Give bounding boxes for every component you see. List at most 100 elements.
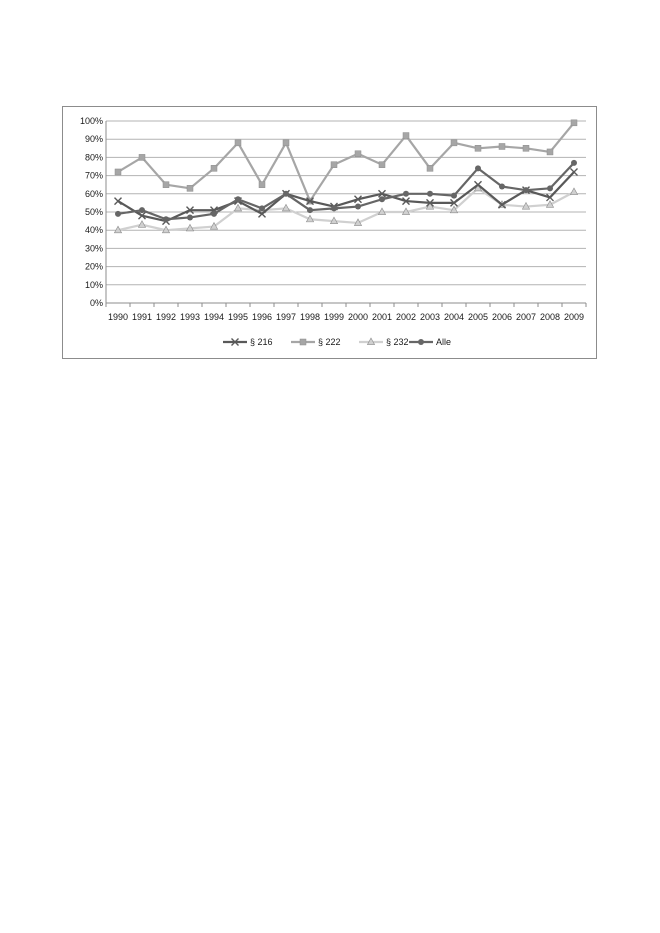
series-line: [117, 162, 575, 221]
x-tick-label: 1996: [252, 312, 272, 322]
data-point: [186, 185, 194, 192]
data-point: [425, 201, 435, 210]
x-tick-label: 1991: [132, 312, 152, 322]
data-point: [353, 218, 363, 226]
data-point: [379, 196, 385, 203]
data-point: [185, 223, 195, 232]
data-point: [210, 165, 218, 172]
data-point: [209, 221, 219, 230]
y-tick-label: 70%: [85, 171, 103, 181]
data-point: [523, 187, 529, 194]
data-point: [475, 165, 481, 172]
legend-item: § 232: [359, 337, 409, 347]
data-point: [113, 225, 123, 234]
data-point: [571, 159, 577, 166]
chart-frame: 0% 10% 20% 30% 40% 50% 60% 70% 80% 90% 100% 1990 199…: [62, 106, 597, 359]
x-tick-label: 1999: [324, 312, 344, 322]
series-line: [117, 187, 575, 232]
x-tick-label: 2001: [372, 312, 392, 322]
y-tick-label: 0%: [90, 298, 103, 308]
x-tick-label: 1990: [108, 312, 128, 322]
series-alle: [115, 159, 577, 223]
y-tick-label: 50%: [85, 207, 103, 217]
data-point: [474, 180, 482, 189]
y-tick-label: 10%: [85, 280, 103, 290]
series-232: [113, 183, 579, 234]
x-tick-label: 2009: [564, 312, 584, 322]
data-point: [187, 214, 193, 221]
data-point: [162, 181, 170, 188]
legend-marker: [366, 337, 376, 345]
data-point: [403, 190, 409, 197]
data-point: [329, 216, 339, 224]
data-point: [378, 161, 386, 168]
data-point: [138, 211, 146, 220]
data-point: [283, 190, 289, 197]
data-point: [259, 205, 265, 212]
data-point: [139, 207, 145, 214]
x-tick-label: 2007: [516, 312, 536, 322]
data-point: [401, 207, 411, 215]
data-point: [234, 139, 242, 147]
y-tick-label: 100%: [80, 116, 103, 126]
x-tick-label: 1994: [204, 312, 224, 322]
series-222: [114, 119, 578, 205]
data-point: [163, 216, 169, 223]
y-tick-label: 20%: [85, 262, 103, 272]
x-tick-label: 1997: [276, 312, 296, 322]
x-tick-label: 2003: [420, 312, 440, 322]
series-216: [114, 167, 578, 226]
axes: 0% 10% 20% 30% 40% 50% 60% 70% 80% 90% 100% 1990 199…: [80, 116, 587, 322]
y-tick-label: 30%: [85, 243, 103, 253]
data-point: [282, 139, 290, 147]
data-point: [306, 197, 314, 206]
x-tick-label: 1992: [156, 312, 176, 322]
legend-label: § 232: [386, 337, 409, 347]
data-point: [186, 206, 194, 215]
data-point: [161, 225, 171, 234]
x-tick-label: 2008: [540, 312, 560, 322]
x-tick-label: 1993: [180, 312, 200, 322]
data-point: [450, 198, 458, 207]
data-point: [570, 167, 578, 176]
x-tick-label: 2000: [348, 312, 368, 322]
data-point: [427, 190, 433, 197]
data-point: [402, 132, 410, 139]
series-line: [117, 122, 575, 203]
data-point: [545, 200, 555, 208]
data-point: [354, 195, 362, 204]
x-tick-label: 2006: [492, 312, 512, 322]
y-tick-label: 90%: [85, 134, 103, 144]
data-point: [355, 203, 361, 210]
y-tick-label: 60%: [85, 189, 103, 199]
x-tick-label: 2004: [444, 312, 464, 322]
data-point: [331, 205, 337, 212]
line-chart: 0% 10% 20% 30% 40% 50% 60% 70% 80% 90% 100% 1990 199…: [80, 116, 587, 347]
legend: § 216 § 222 § 232 Alle: [223, 337, 451, 347]
data-point: [499, 183, 505, 190]
data-point: [522, 145, 530, 152]
data-point: [354, 150, 362, 158]
y-tick-label: 40%: [85, 225, 103, 235]
data-point: [137, 220, 147, 228]
y-tick-label: 80%: [85, 152, 103, 162]
data-point: [547, 185, 553, 192]
data-point: [377, 207, 387, 215]
data-point: [378, 189, 386, 198]
data-point: [473, 183, 483, 192]
data-point: [474, 145, 482, 152]
data-point: [546, 193, 554, 202]
data-point: [305, 214, 315, 223]
data-point: [450, 139, 458, 147]
legend-item: § 222: [291, 337, 341, 347]
x-tick-label: 1995: [228, 312, 248, 322]
data-point: [114, 168, 122, 176]
series-layer: [113, 119, 579, 234]
data-point: [211, 210, 217, 217]
data-point: [138, 154, 146, 161]
legend-label: § 216: [250, 337, 273, 347]
series-line: [117, 171, 575, 223]
data-point: [426, 198, 434, 207]
data-point: [281, 203, 291, 212]
data-point: [569, 187, 579, 195]
